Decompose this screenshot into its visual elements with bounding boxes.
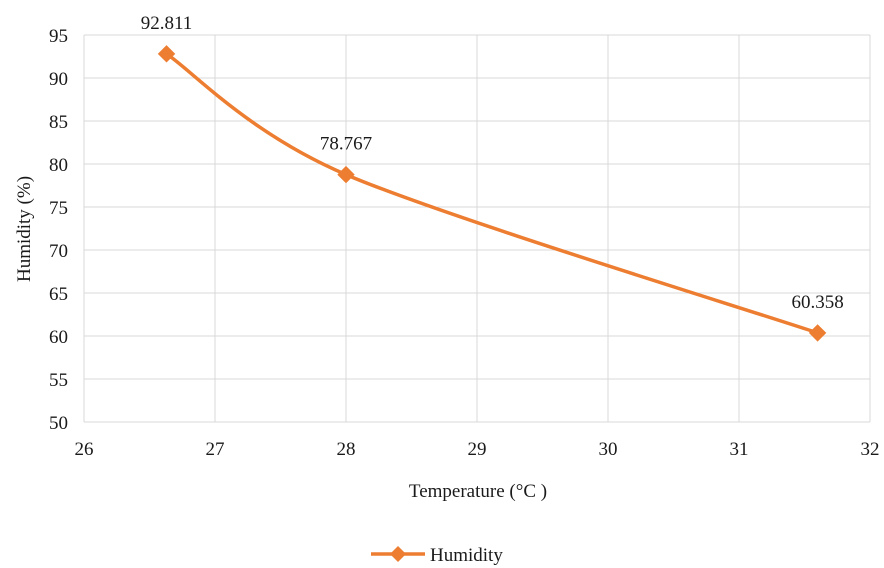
x-tick-label: 30 bbox=[599, 439, 618, 460]
y-tick-label: 60 bbox=[49, 327, 68, 348]
y-tick-label: 85 bbox=[49, 112, 68, 133]
data-point bbox=[337, 165, 355, 184]
series-layer bbox=[157, 45, 827, 342]
x-axis-title: Temperature (°C ) bbox=[409, 481, 547, 502]
data-point bbox=[808, 324, 827, 342]
y-tick-label: 70 bbox=[49, 241, 68, 262]
x-tick-label: 29 bbox=[468, 439, 487, 460]
x-tick-label: 32 bbox=[861, 439, 880, 460]
x-tick-label: 27 bbox=[206, 439, 225, 460]
data-labels: 92.811 78.767 60.358 bbox=[141, 13, 844, 313]
data-label: 92.811 bbox=[141, 13, 193, 34]
y-tick-label: 50 bbox=[49, 413, 68, 434]
y-axis-title: Humidity (%) bbox=[14, 176, 35, 282]
series-line bbox=[164, 52, 820, 335]
tick-labels: 50 55 60 65 70 75 80 85 90 95 26 27 28 29 30 31 32 bbox=[49, 26, 880, 460]
grid bbox=[83, 34, 871, 423]
legend: Humidity bbox=[371, 545, 503, 566]
x-tick-label: 26 bbox=[75, 439, 94, 460]
data-label: 60.358 bbox=[791, 292, 843, 313]
data-label: 78.767 bbox=[320, 134, 372, 155]
y-tick-label: 65 bbox=[49, 284, 68, 305]
y-tick-label: 75 bbox=[49, 198, 68, 219]
y-tick-label: 80 bbox=[49, 155, 68, 176]
legend-label: Humidity bbox=[430, 545, 503, 566]
y-tick-label: 55 bbox=[49, 370, 68, 391]
y-tick-label: 95 bbox=[49, 26, 68, 47]
x-tick-label: 31 bbox=[730, 439, 749, 460]
data-point bbox=[157, 45, 176, 63]
legend-marker bbox=[390, 546, 406, 562]
x-tick-label: 28 bbox=[337, 439, 356, 460]
y-tick-label: 90 bbox=[49, 69, 68, 90]
